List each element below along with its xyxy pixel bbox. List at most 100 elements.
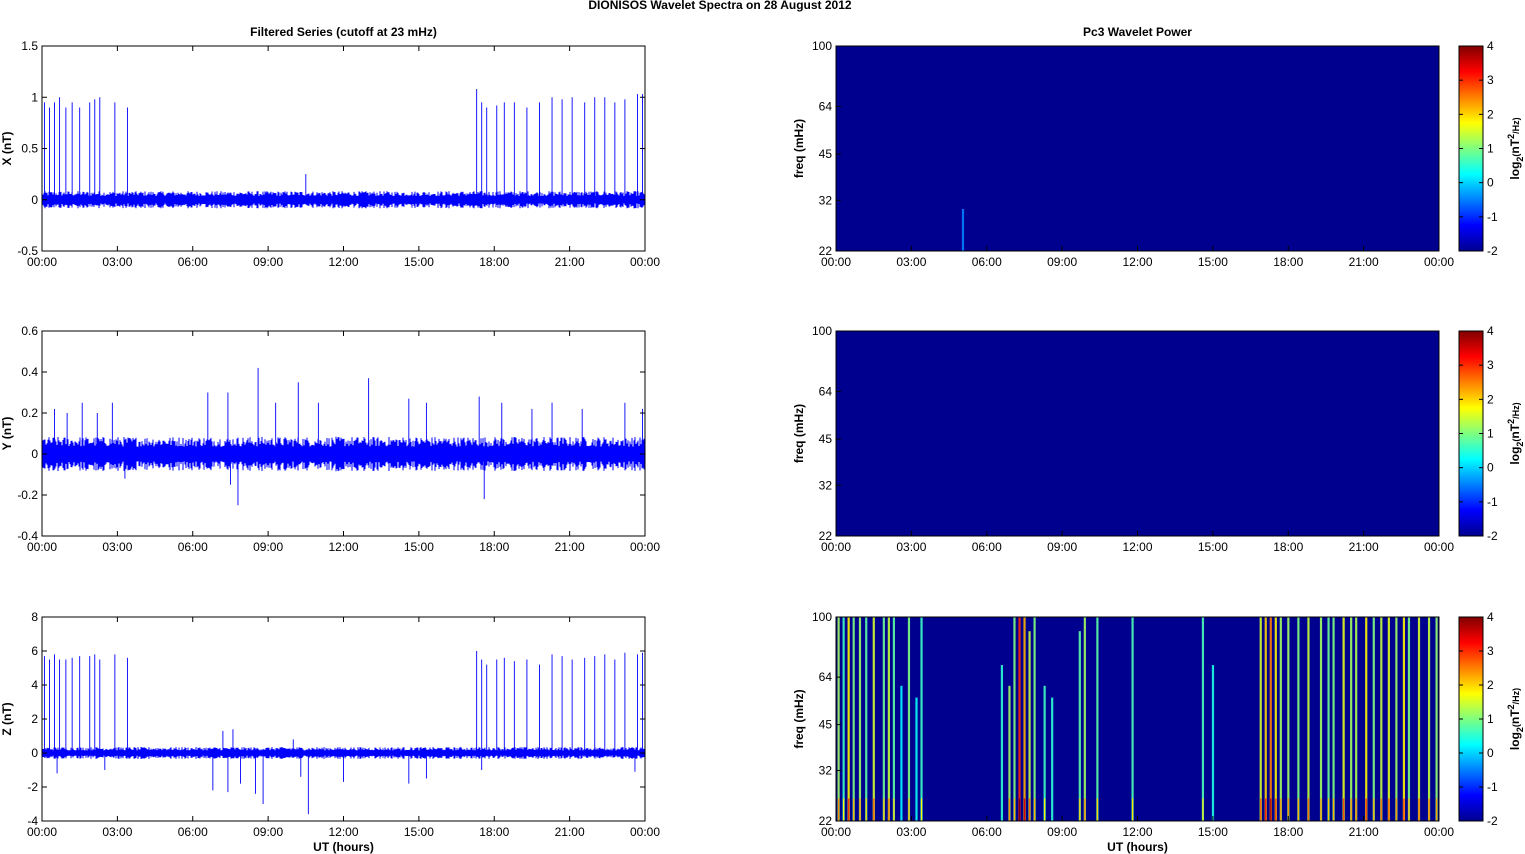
xtick-label: 21:00 [1349, 255, 1379, 269]
colorbar-label: log2(nT2/Hz) [1506, 117, 1525, 179]
xtick-label: 03:00 [102, 255, 132, 269]
power-streak [1013, 617, 1016, 821]
ytick-label: 100 [812, 610, 832, 624]
power-streak-core [1287, 798, 1289, 821]
ytick-label: 6 [31, 644, 38, 658]
ytick-label: 32 [819, 764, 833, 778]
power-streak-core [1028, 798, 1031, 821]
ytick-label: 45 [819, 718, 833, 732]
xtick-label: 06:00 [972, 540, 1002, 554]
power-streak-core [838, 798, 840, 821]
y-axis-label: freq (mHz) [792, 404, 806, 463]
colorbar-label-part: /Hz) [1511, 117, 1521, 134]
power-streak [1287, 617, 1290, 821]
xtick-label: 09:00 [253, 540, 283, 554]
xtick-label: 18:00 [479, 255, 509, 269]
power-streak-core [1332, 798, 1335, 821]
power-streak [837, 617, 840, 821]
power-streak [1427, 617, 1431, 821]
xtick-label: 00:00 [630, 540, 660, 554]
xtick-label: 12:00 [1122, 255, 1152, 269]
power-streak [1201, 617, 1205, 821]
ytick-label: 22 [819, 529, 833, 543]
xtick-label: 15:00 [404, 825, 434, 839]
power-streak-core [1320, 798, 1322, 821]
colorbar-tick-label: -2 [1487, 814, 1498, 828]
y-axis-label: X (nT) [0, 132, 14, 166]
power-streak-core [1297, 798, 1299, 821]
ytick-label: 64 [819, 384, 833, 398]
power-streak [1407, 617, 1411, 821]
ytick-label: 0.4 [21, 365, 38, 379]
panel-title: Filtered Series (cutoff at 23 mHz) [250, 25, 437, 39]
power-streak [1051, 697, 1054, 821]
power-streak-core [1084, 798, 1086, 821]
colorbar-tick-label: 0 [1487, 176, 1494, 190]
power-streak [1307, 617, 1310, 821]
colorbar-tick-label: -2 [1487, 244, 1498, 258]
power-streak [1028, 631, 1031, 821]
power-streak-core [1096, 798, 1098, 821]
colorbar-label-part: ( [1511, 439, 1521, 442]
colorbar-tick-label: 2 [1487, 107, 1494, 121]
power-streak [1355, 617, 1358, 821]
colorbar-tick-label: 1 [1487, 427, 1494, 441]
power-streak [872, 617, 875, 821]
colorbar-label-part: 2 [1515, 157, 1525, 162]
power-streak-core [1307, 798, 1310, 821]
ytick-label: 2 [31, 712, 38, 726]
colorbar-tick-label: 4 [1487, 610, 1494, 624]
ytick-label: 32 [819, 478, 833, 492]
xtick-label: 09:00 [1047, 540, 1077, 554]
colorbar-label-part: 2 [1506, 419, 1516, 424]
power-streak-core [1275, 798, 1277, 821]
colorbar-label-part: nT [1508, 138, 1522, 153]
xtick-label: 06:00 [178, 255, 208, 269]
ytick-label: 0 [31, 193, 38, 207]
colorbar-tick-label: 0 [1487, 746, 1494, 760]
xtick-label: 03:00 [896, 255, 926, 269]
power-streak [1211, 665, 1215, 821]
colorbar-tick-label: 2 [1487, 678, 1494, 692]
power-streak-core [1280, 798, 1282, 821]
xtick-label: 18:00 [1273, 255, 1303, 269]
xtick-label: 00:00 [27, 825, 57, 839]
colorbar-label-part: log [1508, 732, 1522, 750]
ytick-label: 64 [819, 670, 833, 684]
power-streak-core [1044, 798, 1046, 821]
xtick-label: 03:00 [102, 825, 132, 839]
xtick-label: 00:00 [1424, 255, 1454, 269]
xtick-label: 03:00 [896, 825, 926, 839]
power-streak [961, 209, 965, 251]
xtick-label: 21:00 [555, 540, 585, 554]
power-streak-core [1373, 798, 1375, 821]
colorbar-tick-label: 0 [1487, 461, 1494, 475]
power-streak [1023, 617, 1026, 821]
plot-area [42, 46, 645, 251]
power-streak [1387, 617, 1390, 821]
power-streak-core [1343, 798, 1345, 821]
colorbar-label-part: ( [1511, 724, 1521, 727]
power-streak-core [888, 798, 890, 821]
series-panel-z: -4 -2 0 2 4 6 8 Z (nT) 00:00 03:00 06:00 09:00 12:00… [0, 610, 660, 854]
y-axis-label: freq (mHz) [792, 689, 806, 748]
power-streak-core [1418, 798, 1420, 821]
ytick-label: 0 [31, 447, 38, 461]
xtick-label: 12:00 [328, 255, 358, 269]
colorbar-label-part: ( [1511, 154, 1521, 157]
xtick-label: 12:00 [328, 540, 358, 554]
xtick-label: 18:00 [479, 540, 509, 554]
xtick-label: 15:00 [404, 255, 434, 269]
power-streak-core [1131, 798, 1134, 821]
xtick-label: 21:00 [1349, 825, 1379, 839]
power-streak [1417, 617, 1421, 821]
x-axis-label: UT (hours) [313, 840, 374, 854]
ytick-label: 0.6 [21, 324, 38, 338]
y-axis-label: freq (mHz) [792, 119, 806, 178]
power-streak [1350, 617, 1353, 821]
xtick-label: 00:00 [1424, 825, 1454, 839]
power-streak [900, 685, 903, 821]
